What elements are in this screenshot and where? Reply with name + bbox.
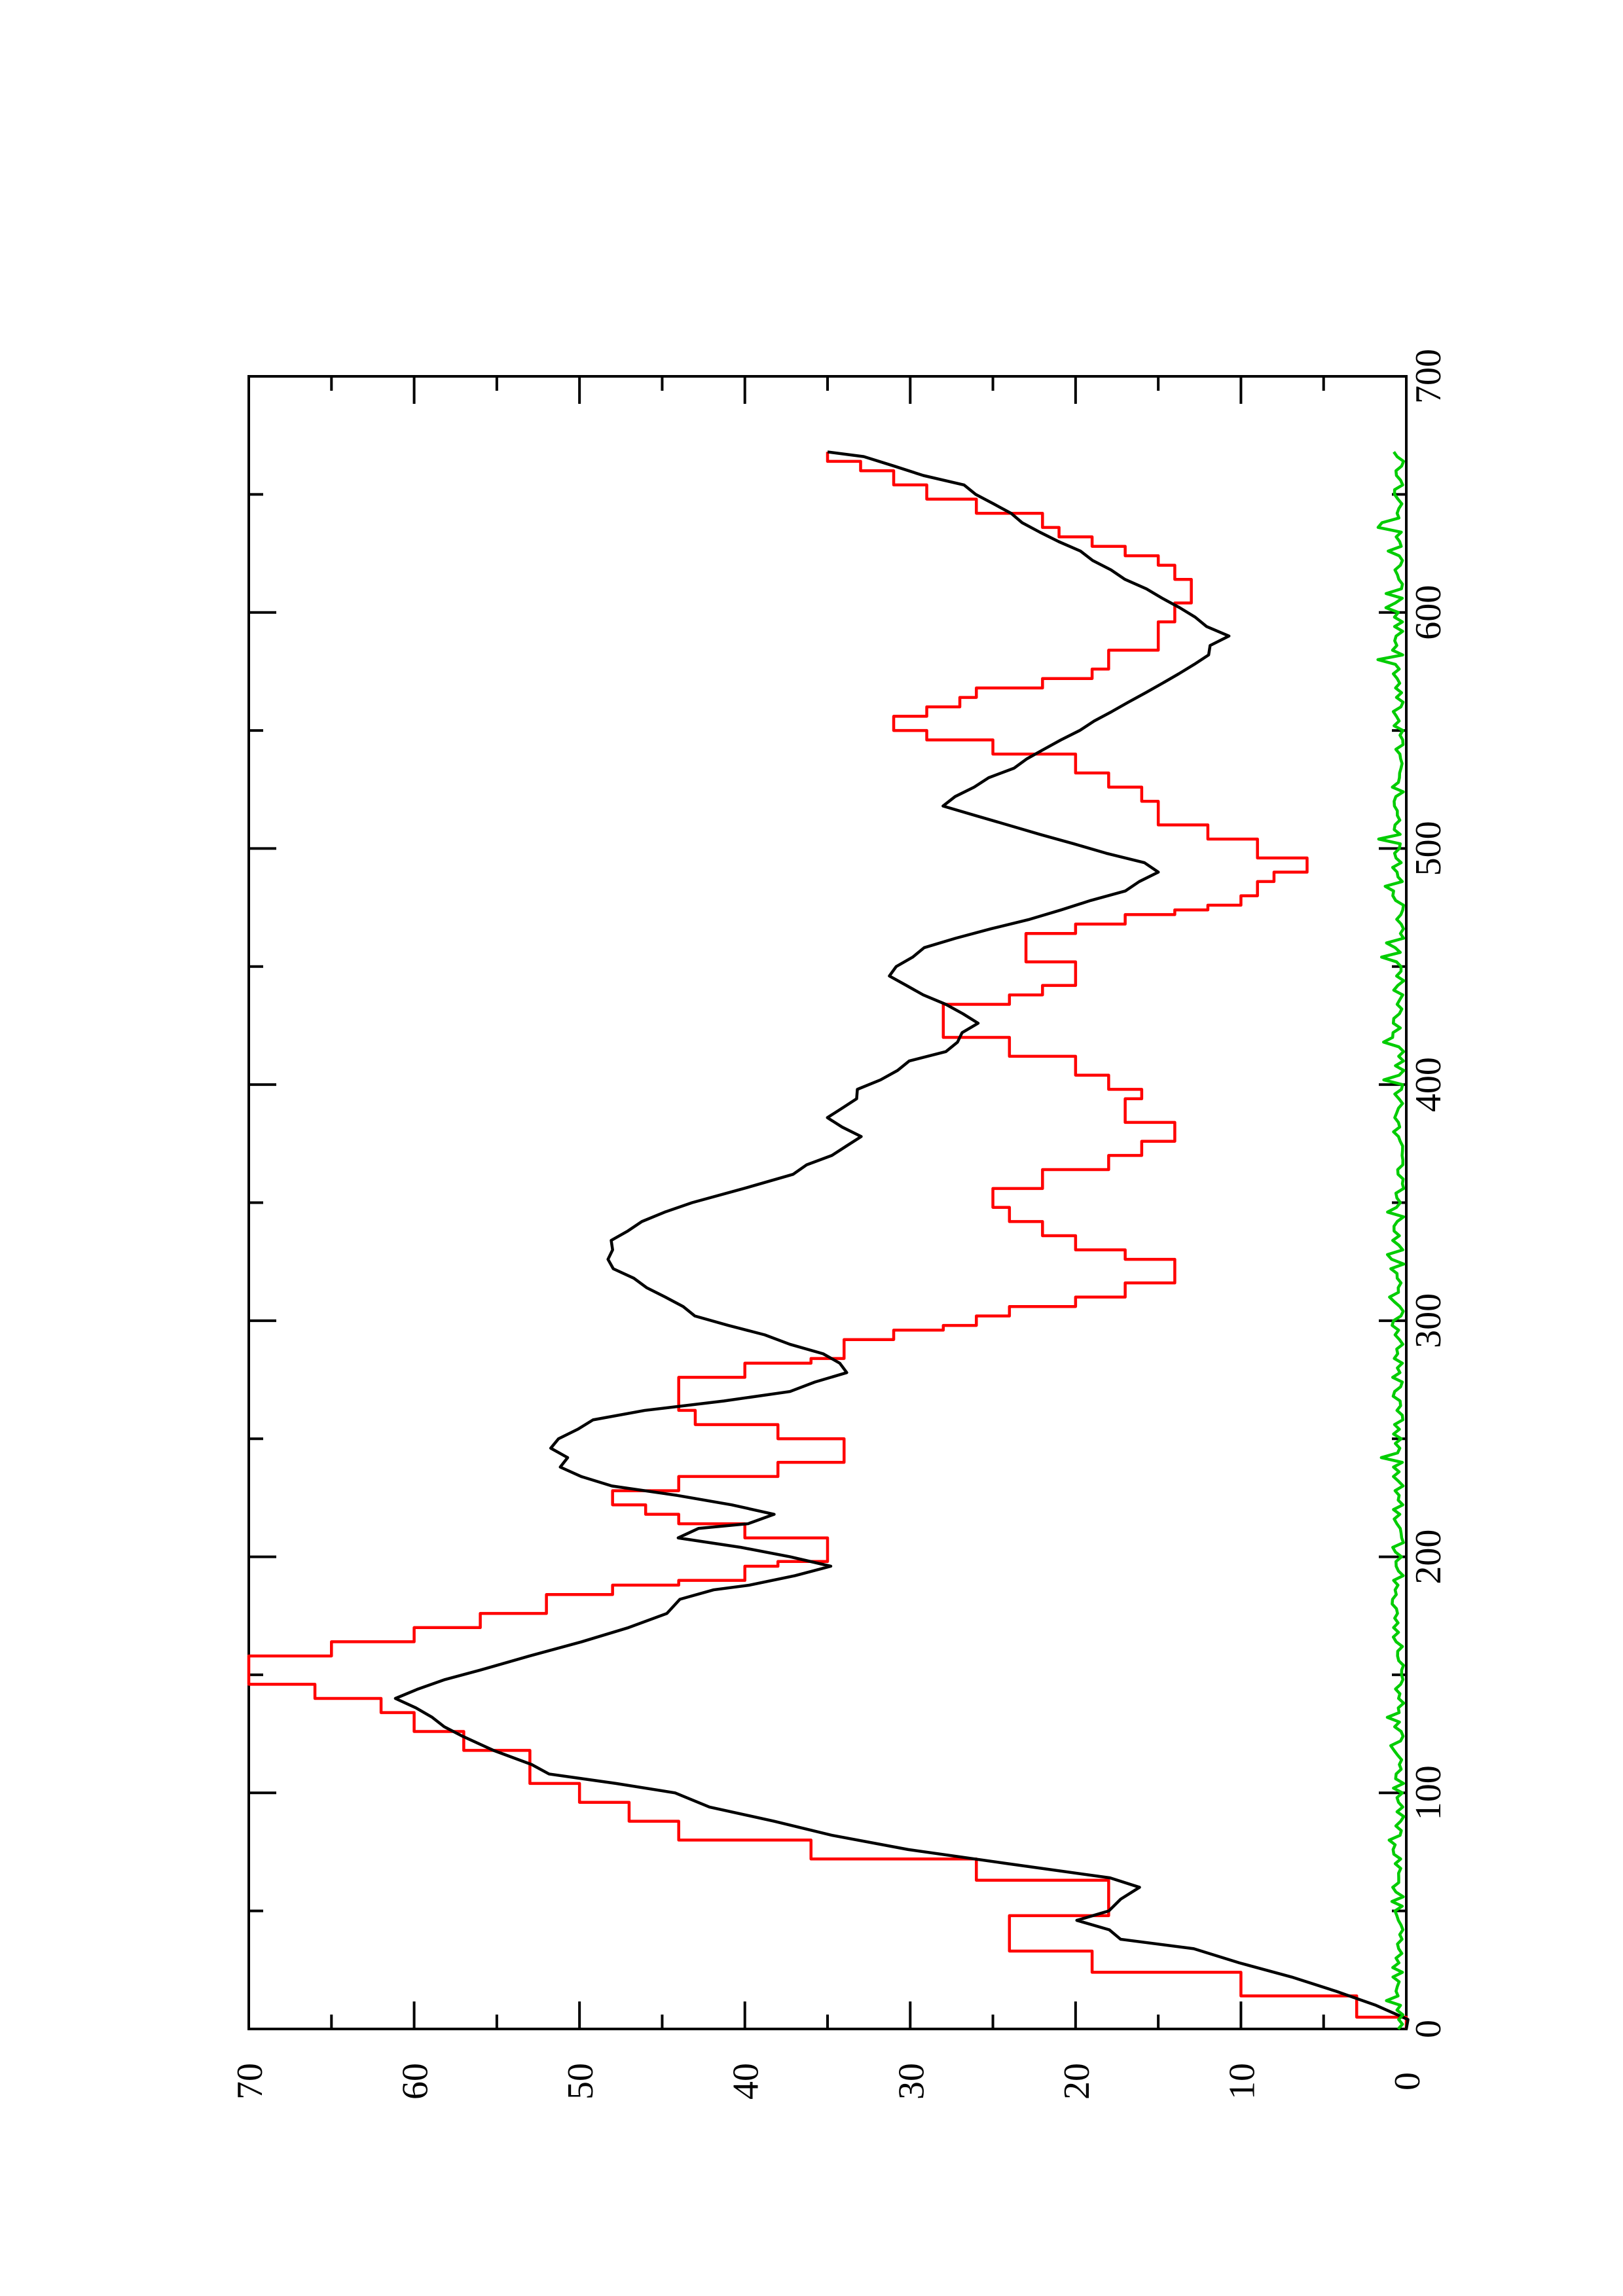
series	[247, 450, 1410, 2030]
y-tick-label: 50	[560, 2063, 601, 2100]
y-tick-label: 30	[891, 2063, 932, 2100]
series-line-2	[1376, 451, 1406, 2030]
x-tick-label: 200	[1408, 1530, 1449, 1585]
series-line-1	[393, 450, 1410, 2030]
y-tick-label: 40	[726, 2063, 767, 2100]
ticks	[247, 375, 1408, 2030]
y-tick-label: 20	[1057, 2063, 1097, 2100]
y-tick-label: 10	[1222, 2063, 1262, 2100]
x-tick-label: 700	[1408, 349, 1449, 404]
x-tick-label: 0	[1408, 2020, 1449, 2038]
x-tick-label: 400	[1408, 1057, 1449, 1112]
y-tick-label: 70	[230, 2063, 270, 2100]
x-tick-label: 600	[1408, 585, 1449, 640]
x-tick-label: 500	[1408, 821, 1449, 876]
plot-frame	[247, 375, 1408, 2030]
tick-labels: 0 100 200 300 400 500 600 700 0 10 20 30 40 50 60 70	[230, 349, 1449, 2100]
series-line-0	[247, 452, 1408, 2029]
x-tick-label: 300	[1408, 1293, 1449, 1348]
y-tick-label: 0	[1387, 2072, 1428, 2090]
y-tick-label: 60	[395, 2063, 436, 2100]
x-tick-label: 100	[1408, 1765, 1449, 1820]
